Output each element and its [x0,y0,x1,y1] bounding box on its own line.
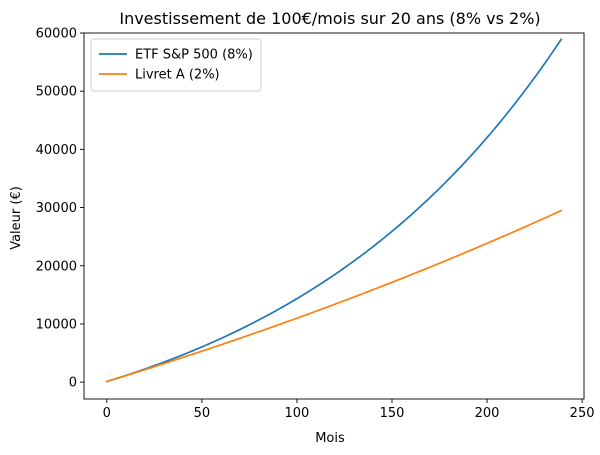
y-tick-label: 40000 [36,143,77,158]
plot-frame [83,32,585,400]
x-tick-label: 50 [194,406,211,421]
y-tick-label: 60000 [36,27,77,42]
y-tick-label: 50000 [36,85,77,100]
y-axis-label: Valeur (€) [9,186,24,250]
x-tick-label: 150 [380,406,405,421]
y-tick-label: 30000 [36,201,77,216]
y-tick-label: 20000 [36,259,77,274]
x-tick-label: 100 [285,406,310,421]
legend: ETF S&P 500 (8%) Livret A (2%) [90,38,262,92]
y-tick-label: 10000 [36,317,77,332]
y-tick-label: 0 [69,376,77,391]
series-line-livret-a-2 [105,209,563,383]
x-tick-label: 200 [475,406,500,421]
series-line-etf-s-p-500-8 [105,38,563,383]
legend-box [90,38,262,92]
legend-label: ETF S&P 500 (8%) [135,48,253,63]
x-tick-label: 0 [103,406,111,421]
chart-title: Investissement de 100€/mois sur 20 ans (… [119,9,540,28]
x-axis-label: Mois [315,431,345,446]
plot-area: 0 50 100 150 200 250 0 10000 20000 30000 40000 5000… [36,27,595,422]
legend-label: Livret A (2%) [135,68,220,83]
x-tick-label: 250 [570,406,595,421]
